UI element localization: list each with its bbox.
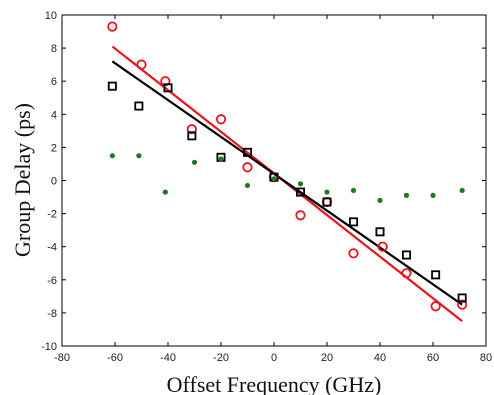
data-point-square — [375, 227, 385, 237]
data-point-circle — [242, 162, 253, 173]
data-point-square — [242, 147, 252, 157]
axis-ticks — [61, 14, 487, 347]
data-point-dot — [324, 189, 330, 195]
data-point-circle — [295, 210, 306, 221]
x-axis-label: Offset Frequency (GHz) — [167, 372, 382, 395]
x-tick-label: 60 — [427, 352, 439, 364]
y-tick-label: -2 — [47, 209, 57, 221]
x-tick-label: -20 — [213, 352, 229, 364]
data-point-square — [457, 293, 467, 303]
x-tick-labels: -80 -60 -40 -20 0 20 40 60 80 — [54, 352, 492, 364]
y-tick-labels: -10 -8 -6 -4 -2 0 2 4 6 8 10 — [41, 10, 57, 353]
data-point-circle — [186, 124, 197, 135]
data-point-square — [134, 101, 144, 111]
y-tick-label: -6 — [47, 275, 57, 287]
y-axis-label: Group Delay (ps) — [10, 103, 35, 257]
data-point-circle — [136, 59, 147, 70]
y-tick-label: -10 — [41, 341, 57, 353]
data-point-square — [401, 250, 411, 260]
y-tick-label: -4 — [47, 242, 57, 254]
data-point-dot — [403, 192, 410, 198]
data-point-circle — [160, 76, 171, 87]
data-point-dot — [109, 153, 115, 159]
data-point-dot — [430, 192, 436, 198]
data-point-circle — [377, 241, 388, 252]
data-point-dot — [191, 159, 198, 165]
data-point-square — [187, 131, 197, 141]
data-point-circle — [457, 299, 468, 310]
y-tick-label: -8 — [47, 308, 57, 320]
x-tick-label: -80 — [54, 352, 70, 364]
x-tick-label: 80 — [480, 352, 492, 364]
x-tick-label: -40 — [160, 352, 176, 364]
data-point-dot — [297, 181, 304, 187]
x-tick-label: 20 — [321, 352, 333, 364]
y-tick-label: 10 — [45, 10, 57, 22]
data-point-dot — [136, 153, 142, 159]
data-point-square — [431, 270, 441, 280]
data-point-square — [295, 187, 305, 197]
data-point-circle — [215, 114, 227, 125]
data-point-dot — [244, 182, 251, 189]
data-point-dot — [271, 176, 277, 182]
data-point-circle — [348, 248, 359, 259]
data-point-dot — [162, 189, 168, 195]
y-tick-label: 6 — [51, 76, 57, 88]
y-tick-label: 0 — [51, 176, 57, 188]
x-tick-label: 0 — [271, 352, 277, 364]
data-point-square — [322, 197, 332, 207]
data-point-circle — [107, 21, 118, 32]
x-tick-label: 40 — [374, 352, 386, 364]
data-point-square — [348, 217, 358, 227]
data-point-dot — [377, 197, 383, 203]
data-point-square — [163, 83, 173, 93]
data-point-circle — [401, 268, 412, 279]
x-tick-label: -60 — [107, 352, 123, 364]
data-points — [107, 21, 468, 312]
data-point-circle — [430, 301, 441, 312]
data-point-square — [107, 81, 117, 91]
y-tick-label: 4 — [51, 109, 57, 121]
y-tick-label: 8 — [51, 43, 57, 55]
y-tick-label: 2 — [51, 142, 57, 154]
data-point-dot — [350, 187, 357, 194]
data-point-dot — [459, 187, 465, 194]
fit-line — [111, 60, 463, 306]
data-point-dot — [218, 156, 224, 162]
